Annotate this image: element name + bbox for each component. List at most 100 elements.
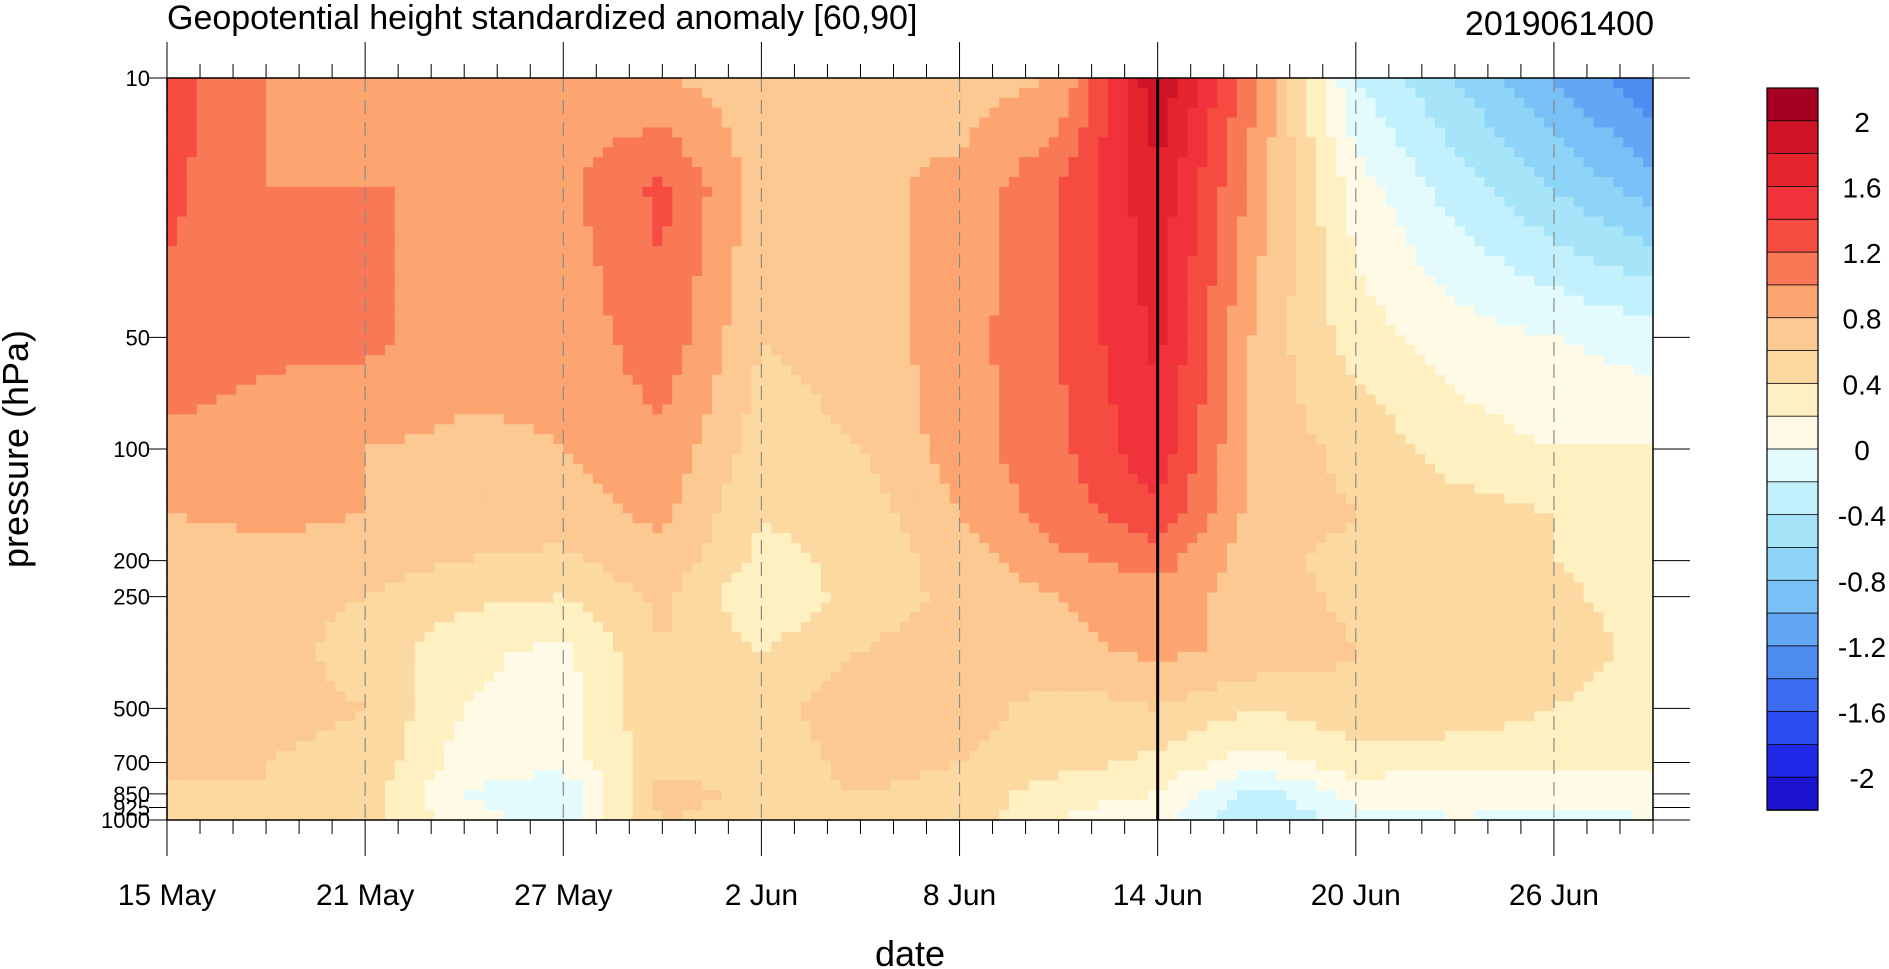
heatmap-cell [682, 147, 693, 158]
heatmap-cell [949, 355, 961, 366]
heatmap-cell [890, 206, 901, 218]
heatmap-cell [672, 206, 683, 218]
heatmap-cell [999, 285, 1010, 297]
heatmap-cell [1494, 167, 1505, 178]
heatmap-cell [414, 325, 426, 336]
heatmap-cell [1088, 167, 1099, 178]
heatmap-cell [1405, 295, 1416, 307]
heatmap-cell [1108, 256, 1119, 267]
heatmap-cell [1038, 78, 1050, 89]
heatmap-cell [424, 384, 436, 396]
heatmap-cell [563, 335, 574, 346]
heatmap-cell [939, 157, 951, 168]
heatmap-cell [345, 275, 356, 287]
heatmap-cell [285, 295, 297, 307]
heatmap-cell [1583, 246, 1595, 257]
heatmap-cell [1266, 246, 1278, 257]
heatmap-cell [484, 176, 495, 188]
heatmap-cell [969, 335, 980, 346]
heatmap-cell [275, 285, 287, 297]
heatmap-cell [791, 206, 802, 218]
heatmap-cell [1544, 285, 1555, 297]
heatmap-cell [345, 206, 356, 218]
heatmap-cell [1217, 345, 1228, 356]
heatmap-cell [1613, 147, 1624, 158]
heatmap-cell [1603, 256, 1614, 267]
heatmap-cell [741, 236, 753, 247]
heatmap-cell [1435, 78, 1446, 89]
heatmap-cell [404, 285, 416, 297]
heatmap-cell [384, 167, 396, 178]
heatmap-cell [1534, 186, 1545, 198]
heatmap-cell [890, 107, 901, 119]
heatmap-cell [1474, 295, 1486, 307]
heatmap-cell [424, 78, 436, 89]
heatmap-cell [1147, 78, 1159, 89]
heatmap-cell [226, 335, 237, 346]
heatmap-cell [1435, 295, 1446, 307]
heatmap-cell [652, 246, 663, 257]
heatmap-cell [1444, 295, 1456, 307]
heatmap-cell [1276, 364, 1288, 376]
heatmap-cell [295, 87, 307, 99]
heatmap-cell [959, 325, 971, 336]
heatmap-cell [1633, 87, 1644, 99]
heatmap-cell [771, 355, 782, 366]
heatmap-cell [771, 97, 782, 109]
heatmap-cell [820, 117, 832, 129]
heatmap-cell [464, 404, 475, 415]
heatmap-cell [553, 374, 564, 386]
heatmap-cell [1524, 127, 1535, 138]
heatmap-cell [513, 265, 525, 277]
heatmap-cell [1514, 275, 1525, 287]
heatmap-cell [365, 206, 376, 218]
heatmap-cell [1593, 384, 1605, 396]
heatmap-cell [563, 87, 574, 99]
heatmap-cell [751, 107, 762, 119]
heatmap-cell [1474, 127, 1486, 138]
heatmap-cell [1157, 335, 1169, 346]
heatmap-cell [404, 246, 416, 257]
heatmap-cell [266, 127, 277, 138]
heatmap-cell [1187, 186, 1198, 198]
heatmap-cell [791, 275, 802, 287]
heatmap-cell [989, 374, 1000, 386]
heatmap-cell [1227, 107, 1238, 119]
heatmap-cell [513, 384, 525, 396]
heatmap-cell [900, 364, 911, 376]
heatmap-cell [563, 256, 574, 267]
heatmap-cell [1286, 206, 1297, 218]
heatmap-cell [1563, 167, 1575, 178]
heatmap-cell [682, 325, 693, 336]
heatmap-cell [1127, 196, 1139, 208]
heatmap-cell [1375, 384, 1387, 396]
heatmap-cell [1435, 167, 1446, 178]
heatmap-cell [820, 325, 832, 336]
heatmap-cell [1286, 87, 1297, 99]
heatmap-cell [989, 226, 1000, 237]
heatmap-cell [761, 325, 772, 336]
heatmap-cell [840, 384, 852, 396]
heatmap-cell [1098, 384, 1109, 396]
heatmap-cell [444, 107, 455, 119]
heatmap-cell [434, 345, 445, 356]
heatmap-cell [1048, 157, 1060, 168]
heatmap-cell [256, 364, 267, 376]
heatmap-cell [989, 275, 1000, 287]
heatmap-cell [1266, 275, 1278, 287]
heatmap-cell [1078, 285, 1089, 297]
heatmap-cell [692, 384, 703, 396]
heatmap-cell [771, 127, 782, 138]
heatmap-cell [910, 97, 921, 109]
heatmap-cell [513, 167, 525, 178]
heatmap-cell [474, 285, 485, 297]
heatmap-cell [315, 87, 327, 99]
heatmap-cell [583, 176, 594, 188]
heatmap-cell [612, 325, 624, 336]
heatmap-cell [781, 226, 792, 237]
heatmap-cell [365, 315, 376, 326]
heatmap-cell [523, 256, 535, 267]
heatmap-cell [275, 157, 287, 168]
heatmap-cell [444, 325, 455, 336]
heatmap-cell [810, 345, 822, 356]
